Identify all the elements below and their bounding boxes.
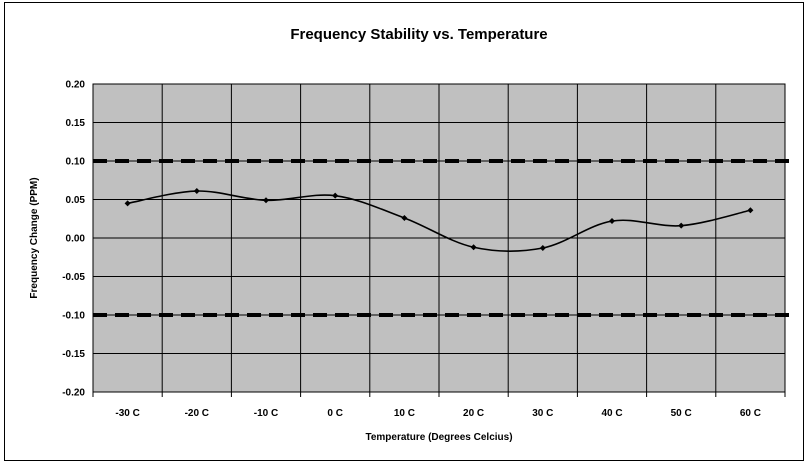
x-tick-label: 50 C xyxy=(671,408,692,419)
y-tick-label: -0.10 xyxy=(62,311,85,322)
y-tick-label: 0.20 xyxy=(66,80,86,91)
y-axis-label: Frequency Change (PPM) xyxy=(29,177,40,298)
x-tick-label: 10 C xyxy=(394,408,415,419)
x-tick-label: -10 C xyxy=(254,408,278,419)
x-tick-label: 30 C xyxy=(532,408,553,419)
series-layer xyxy=(124,188,754,252)
x-tick-label: -20 C xyxy=(185,408,209,419)
y-tick-label: -0.20 xyxy=(62,388,85,399)
chart-svg: Frequency Stability vs. Temperature 0.20… xyxy=(29,26,791,443)
data-point-marker xyxy=(332,192,339,199)
chart-frame: Frequency Stability vs. Temperature 0.20… xyxy=(4,2,804,461)
y-tick-label: -0.05 xyxy=(62,272,85,283)
y-tick-label: 0.15 xyxy=(66,118,86,129)
chart-title: Frequency Stability vs. Temperature xyxy=(290,26,547,43)
x-tick-labels: -30 C -20 C -10 C 0 C 10 C 20 C 30 C 40 C 50 C 60… xyxy=(115,408,761,419)
x-tick-label: 20 C xyxy=(463,408,484,419)
y-tick-label: 0.10 xyxy=(66,157,86,168)
y-tick-labels: 0.20 0.15 0.10 0.05 0.00 -0.05 -0.10 -0.15 -0.20 xyxy=(62,80,85,399)
x-axis-label: Temperature (Degrees Celcius) xyxy=(365,432,512,443)
data-point-marker xyxy=(124,200,131,207)
reference-lines xyxy=(93,159,791,317)
x-tick-label: -30 C xyxy=(115,408,139,419)
y-tick-label: -0.15 xyxy=(62,349,85,360)
data-point-marker xyxy=(193,188,200,195)
data-point-marker xyxy=(539,245,546,252)
data-point-marker xyxy=(678,222,685,229)
data-point-marker xyxy=(609,218,615,225)
data-point-marker xyxy=(470,244,477,251)
x-tick-label: 40 C xyxy=(601,408,622,419)
y-tick-label: 0.05 xyxy=(66,195,86,206)
y-tick-label: 0.00 xyxy=(66,234,86,245)
data-point-marker xyxy=(401,214,408,221)
x-tick-label: 60 C xyxy=(740,408,761,419)
x-tick-label: 0 C xyxy=(327,408,343,419)
data-point-marker xyxy=(263,197,269,204)
series-line xyxy=(127,190,751,252)
data-point-marker xyxy=(747,207,754,214)
